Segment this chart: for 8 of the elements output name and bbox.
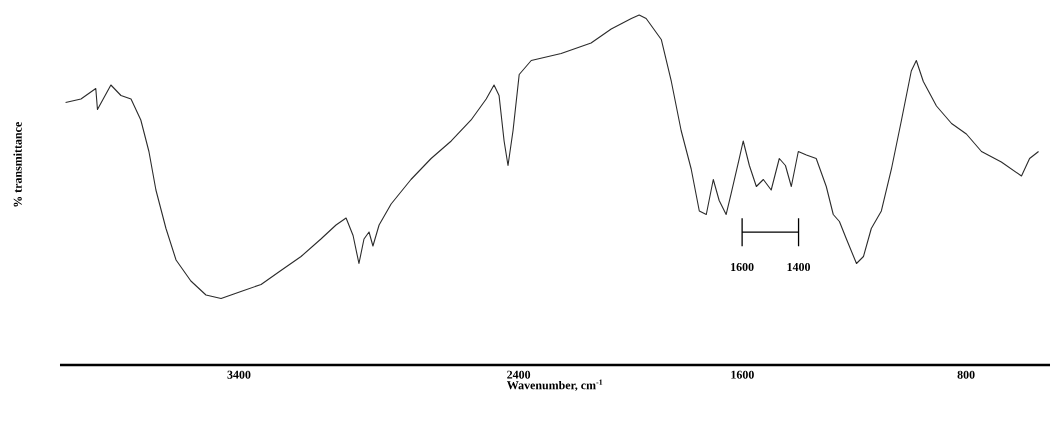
x-axis-title: Wavenumber, cm$^{-1}$	[506, 379, 603, 392]
annotation: 1400	[787, 262, 811, 272]
x-tick-label: 3400	[227, 370, 251, 379]
y-axis-title: % transmittance	[13, 122, 22, 207]
annotation: 1600	[731, 262, 754, 272]
x-tick-label: 2400	[507, 370, 531, 379]
x-tick-label: 800	[957, 370, 975, 379]
x-tick-label: 1600	[731, 370, 754, 379]
